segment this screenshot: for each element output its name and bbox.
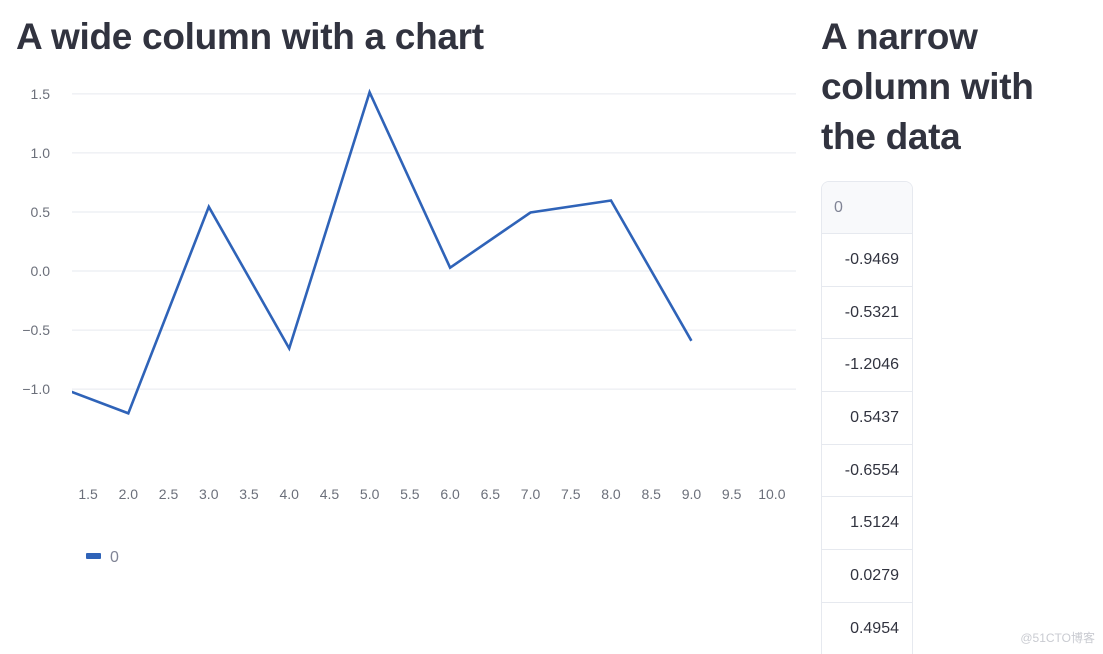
table-cell[interactable]: -0.6554 [822,445,912,498]
y-tick-label: −1.0 [22,381,50,397]
table-cell[interactable]: -0.5321 [822,287,912,340]
x-tick-label: 6.0 [440,486,460,502]
x-tick-label: 8.0 [601,486,621,502]
x-tick-label: 3.0 [199,486,219,502]
table-cell[interactable]: 0.0279 [822,550,912,603]
x-tick-label: 5.5 [400,486,420,502]
x-tick-label: 8.5 [641,486,661,502]
y-tick-label: 0.5 [31,204,51,220]
y-axis: 1.5 1.0 0.5 0.0 −0.5 −1.0 [22,86,50,397]
x-tick-label: 2.0 [119,486,139,502]
table-cell[interactable]: -1.2046 [822,339,912,393]
table-cell[interactable]: 1.5124 [822,497,912,551]
series-line-0[interactable] [48,88,693,415]
x-tick-label: 1.5 [78,486,98,502]
x-tick-label: 9.5 [722,486,742,502]
chart-legend[interactable]: 0 [86,549,119,566]
table-cell[interactable]: 0.5437 [822,392,912,445]
table-cell[interactable]: 0.4954 [822,603,912,654]
chart-series [48,88,693,415]
watermark: @51CTO博客 [1020,631,1095,645]
data-column-title: A narrow column with the data [821,16,1034,157]
x-tick-label: 2.5 [159,486,179,502]
narrow-column: A narrow column with the data 0 -0.9469 … [820,0,1103,654]
x-axis: 1.5 2.0 2.5 3.0 3.5 4.0 4.5 5.0 5.5 6.0 6.5 7.0 7.5 8… [78,486,785,502]
line-chart[interactable]: 1.5 1.0 0.5 0.0 −0.5 −1.0 1.5 2.0 2.5 3.0 3.5 4.0 4… [0,60,800,580]
legend-label: 0 [110,549,119,566]
y-tick-label: 1.0 [31,145,51,161]
x-tick-label: 4.0 [279,486,299,502]
table-column-header[interactable]: 0 [822,182,912,234]
wide-column: A wide column with a chart 1.5 1.0 0.5 0.0 −… [0,16,800,580]
table-cell[interactable]: -0.9469 [822,234,912,287]
y-tick-label: 1.5 [31,86,51,102]
x-tick-label: 5.0 [360,486,380,502]
x-tick-label: 7.0 [521,486,541,502]
y-tick-label: 0.0 [31,263,51,279]
x-tick-label: 10.0 [758,486,785,502]
x-tick-label: 9.0 [682,486,702,502]
y-tick-label: −0.5 [22,322,50,338]
x-tick-label: 6.5 [481,486,501,502]
x-tick-label: 7.5 [561,486,581,502]
chart-column-title: A wide column with a chart [16,16,484,57]
data-table[interactable]: 0 -0.9469 -0.5321 -1.2046 0.5437 -0.6554… [821,181,913,654]
x-tick-label: 3.5 [239,486,259,502]
legend-swatch [86,553,101,559]
chart-grid [72,93,796,390]
x-tick-label: 4.5 [320,486,340,502]
